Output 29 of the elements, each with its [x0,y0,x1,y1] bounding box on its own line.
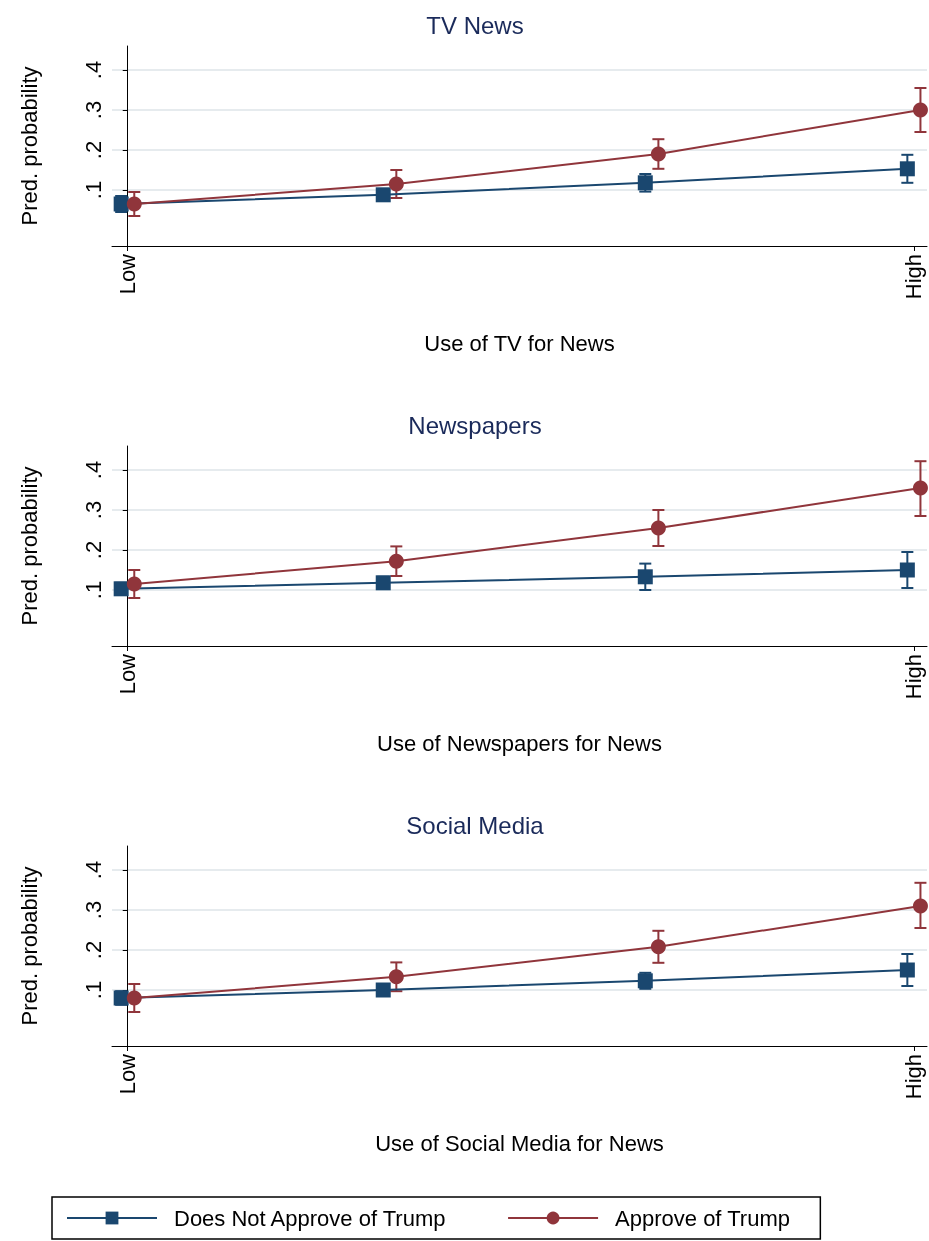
x-tick-label: High [901,254,927,300]
y-tick-label: .2 [80,540,106,560]
y-tick-label: .3 [80,900,106,920]
x-tick-label: Low [115,253,141,295]
y-axis-title: Pred. probability [16,66,42,226]
x-axis-title: Use of Social Media for News [375,1130,664,1156]
x-tick-label: High [901,654,927,700]
y-tick-label: .3 [80,100,106,120]
y-tick-label: .1 [80,980,106,1000]
y-tick-label: .1 [80,180,106,200]
legend-label: Approve of Trump [615,1205,790,1231]
y-tick-label: .1 [80,580,106,600]
y-tick-label: .2 [80,940,106,960]
chart-title: Social Media [406,811,545,839]
y-tick-label: .2 [80,140,106,160]
x-tick-label: Low [115,1053,141,1095]
legend-label: Does Not Approve of Trump [174,1205,446,1231]
y-axis-title: Pred. probability [16,466,42,626]
x-axis-title: Use of Newspapers for News [377,730,662,756]
y-tick-label: .4 [80,860,106,880]
x-tick-label: Low [115,653,141,695]
chart-title: Newspapers [408,411,542,439]
x-tick-label: High [901,1054,927,1100]
x-axis-title: Use of TV for News [424,330,615,356]
y-axis-title: Pred. probability [16,866,42,1026]
y-tick-label: .3 [80,500,106,520]
y-tick-label: .4 [80,60,106,80]
chart-title: TV News [426,11,524,39]
y-tick-label: .4 [80,460,106,480]
